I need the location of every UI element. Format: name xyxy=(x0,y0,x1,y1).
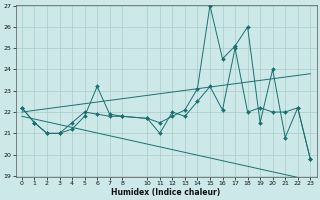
X-axis label: Humidex (Indice chaleur): Humidex (Indice chaleur) xyxy=(111,188,221,197)
